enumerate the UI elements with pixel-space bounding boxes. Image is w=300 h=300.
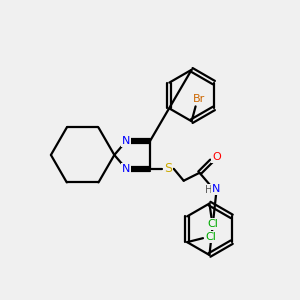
Text: N: N bbox=[212, 184, 220, 194]
Text: Br: Br bbox=[192, 94, 205, 104]
Text: N: N bbox=[122, 164, 130, 174]
Text: Cl: Cl bbox=[206, 232, 216, 242]
Text: O: O bbox=[212, 152, 221, 162]
Text: H: H bbox=[205, 184, 212, 195]
Text: Cl: Cl bbox=[207, 219, 218, 229]
Text: S: S bbox=[164, 162, 172, 175]
Text: N: N bbox=[122, 136, 130, 146]
